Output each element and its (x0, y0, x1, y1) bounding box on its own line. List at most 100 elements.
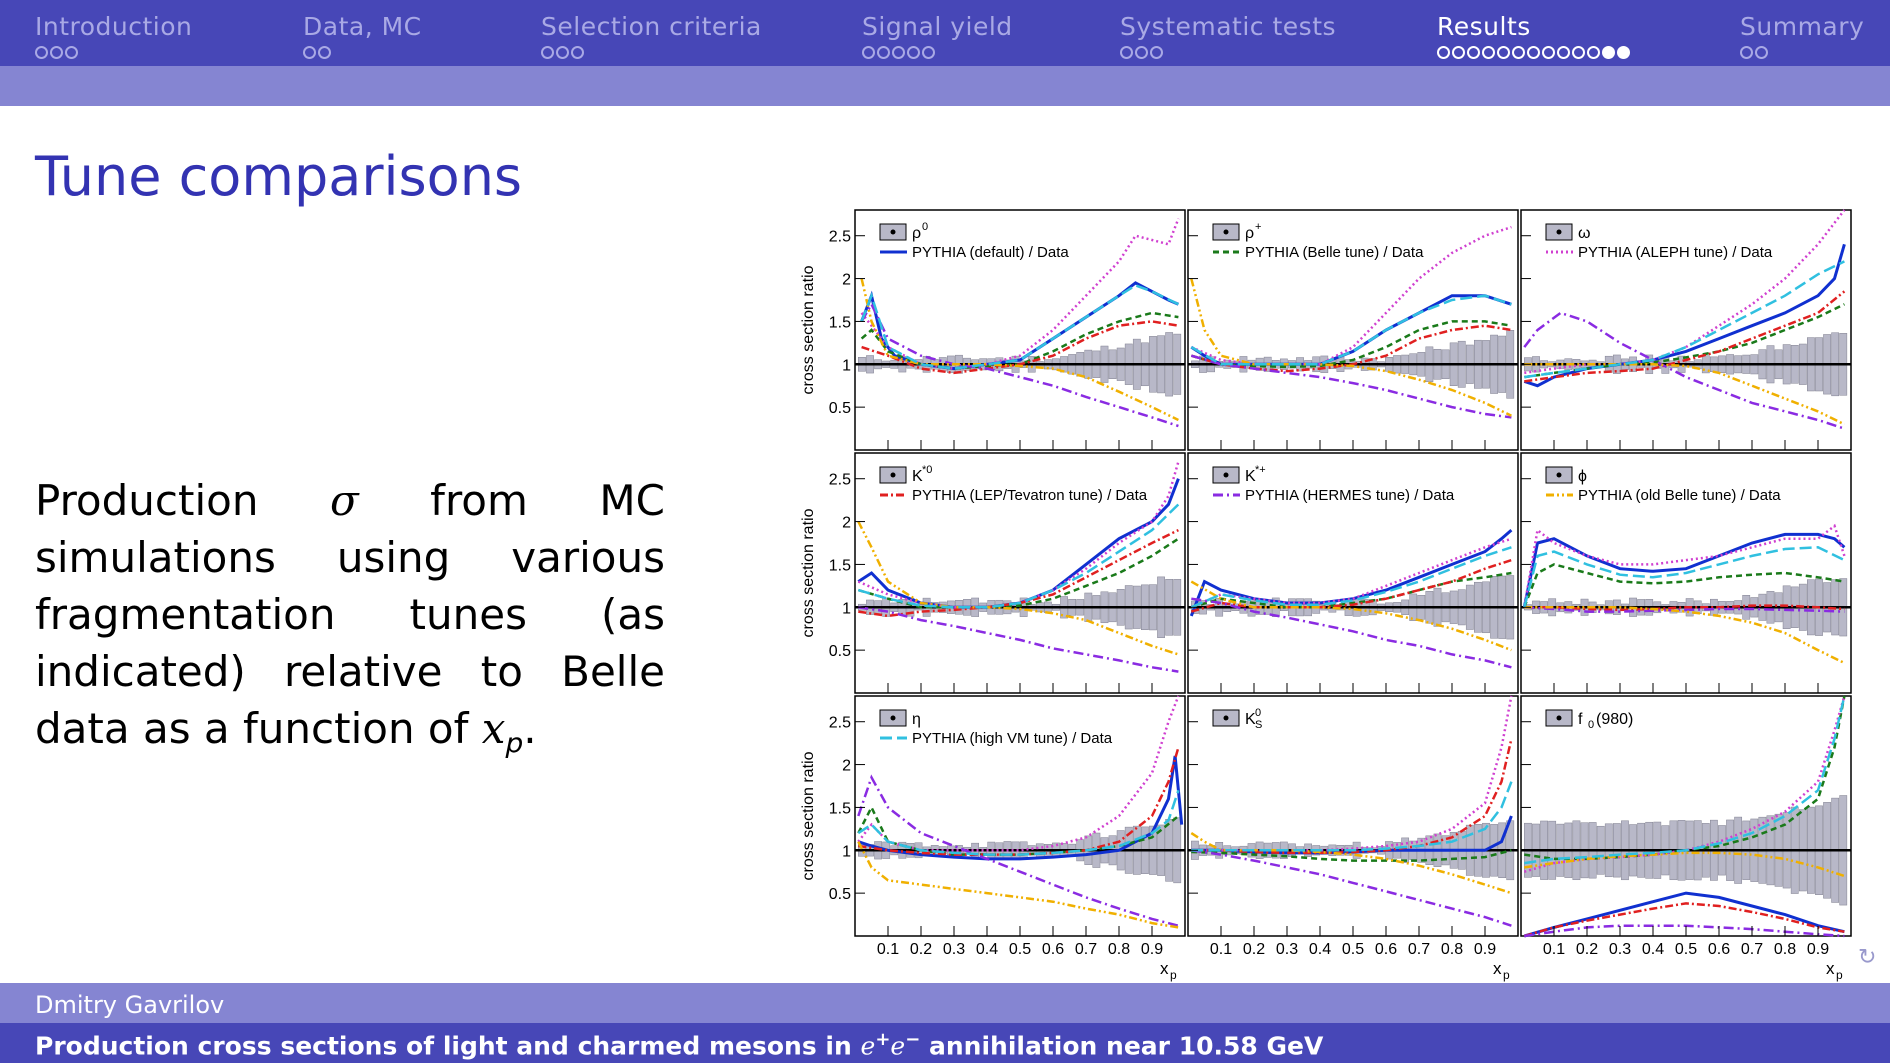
nav-section-5[interactable]: Systematic tests (1120, 12, 1337, 41)
nav-frame-dot[interactable] (303, 46, 316, 59)
nav-section-6[interactable]: Results (1437, 12, 1531, 41)
nav-frame-dot[interactable] (1617, 46, 1630, 59)
nav-frame-dot[interactable] (877, 46, 890, 59)
nav-frame-dot[interactable] (1437, 46, 1450, 59)
nav-frame-dot[interactable] (541, 46, 554, 59)
series-line-tune-3 (857, 461, 1180, 609)
series-line-tune-5 (1191, 597, 1512, 669)
particle-label-superscript: + (1255, 221, 1261, 233)
nav-frame-dot[interactable] (907, 46, 920, 59)
nav-frame-dot[interactable] (1602, 46, 1615, 59)
particle-label-suffix: (980) (1596, 711, 1633, 728)
body-text-part: Production (35, 476, 330, 525)
x-tick-label: 0.3 (1609, 941, 1631, 958)
nav-frame-dot[interactable] (1497, 46, 1510, 59)
legend-data-marker (1556, 715, 1562, 721)
x-tick-label: 0.8 (1774, 941, 1796, 958)
x-tick-label: 0.7 (1408, 941, 1430, 958)
series-line-tune-5 (1523, 311, 1845, 430)
series-line-tune-3 (1523, 523, 1846, 608)
body-text-part: from MC simulations using various fragme… (35, 476, 665, 753)
nav-frame-dot[interactable] (1557, 46, 1570, 59)
legend-label: PYTHIA (ALEPH tune) / Data (1578, 244, 1773, 261)
nav-frame-dot[interactable] (556, 46, 569, 59)
panel-frame (1187, 209, 1519, 451)
nav-section-7[interactable]: Summary (1740, 12, 1865, 41)
minus-sign: − (905, 1029, 921, 1050)
series-line-tune-7 (1190, 294, 1512, 366)
series-line-tune-1 (1523, 243, 1846, 388)
nav-frame-dot[interactable] (35, 46, 48, 59)
nav-frame-dot[interactable] (1150, 46, 1163, 59)
particle-label: K (1245, 711, 1256, 728)
nav-section-3[interactable]: Selection criteria (541, 12, 762, 41)
nav-frame-dot[interactable] (571, 46, 584, 59)
nav-frame-dot[interactable] (1120, 46, 1133, 59)
series-line-tune-3 (1524, 209, 1846, 375)
x-tick-label: 0.5 (1009, 941, 1031, 958)
nav-section-4[interactable]: Signal yield (862, 12, 1013, 41)
nav-frame-dot[interactable] (1467, 46, 1480, 59)
nav-frame-dot[interactable] (50, 46, 63, 59)
particle-label-superscript: 0 (922, 221, 928, 233)
legend-data-marker (1223, 229, 1229, 235)
nav-frame-dot[interactable] (1527, 46, 1540, 59)
x-axis-label-subscript: p (1503, 968, 1510, 982)
y-tick-label: 1.5 (829, 314, 851, 331)
x-tick-label: 0.4 (1309, 941, 1331, 958)
nav-frame-dot[interactable] (1740, 46, 1753, 59)
nav-frame-dot[interactable] (65, 46, 78, 59)
x-tick-label: 0.8 (1108, 941, 1130, 958)
nav-frame-dot[interactable] (1587, 46, 1600, 59)
x-tick-label: 0.3 (943, 941, 965, 958)
series-line-tune-4 (1523, 902, 1845, 938)
x-tick-label: 0.2 (1576, 941, 1598, 958)
nav-section-dots (1740, 46, 1768, 59)
talk-title: Production cross sections of light and c… (35, 1029, 1323, 1060)
series-line-tune-4 (1524, 604, 1845, 612)
nav-frame-dot[interactable] (1135, 46, 1148, 59)
nav-frame-dot[interactable] (892, 46, 905, 59)
x-tick-label: 0.9 (1474, 941, 1496, 958)
footer-title-bar: Production cross sections of light and c… (0, 1023, 1890, 1063)
y-tick-label: 1 (842, 600, 851, 617)
xp-subscript: p (505, 726, 524, 760)
nav-frame-dot[interactable] (1482, 46, 1495, 59)
x-tick-label: 0.1 (1210, 941, 1232, 958)
particle-label-superscript: *+ (1255, 464, 1266, 476)
particle-label-subscript: S (1255, 719, 1262, 731)
nav-frame-dot[interactable] (1512, 46, 1525, 59)
series-line-tune-6 (1524, 363, 1845, 426)
series-line-tune-6 (1190, 580, 1512, 652)
nav-frame-dot[interactable] (922, 46, 935, 59)
particle-label: η (912, 711, 921, 728)
y-tick-label: 2 (842, 515, 851, 532)
nav-frame-dot[interactable] (318, 46, 331, 59)
navigation-symbols-icon[interactable]: ↻ (1858, 945, 1877, 970)
plus-sign: + (875, 1029, 891, 1050)
nav-section-1[interactable]: Introduction (35, 12, 193, 41)
series-line-tune-6 (860, 278, 1179, 422)
y-tick-label: 1.5 (829, 557, 851, 574)
particle-label: f (1578, 711, 1583, 728)
nav-frame-dot[interactable] (1572, 46, 1585, 59)
particle-label: ω (1578, 225, 1591, 242)
nav-section-2[interactable]: Data, MC (303, 12, 422, 41)
x-tick-label: 0.1 (877, 941, 899, 958)
nav-frame-dot[interactable] (862, 46, 875, 59)
legend-data-marker (1556, 229, 1562, 235)
nav-frame-dot[interactable] (1452, 46, 1465, 59)
series-line-tune-6 (857, 521, 1179, 656)
nav-frame-dot[interactable] (1542, 46, 1555, 59)
particle-label: K (912, 468, 923, 485)
legend-data-marker (1223, 472, 1229, 478)
nav-frame-dot[interactable] (1755, 46, 1768, 59)
talk-title-suffix: annihilation near 10.58 GeV (920, 1031, 1324, 1061)
xp-symbol: x (481, 704, 506, 753)
x-tick-label: 0.6 (1375, 941, 1397, 958)
x-tick-label: 0.5 (1675, 941, 1697, 958)
series-line-tune-7 (1190, 546, 1512, 609)
series-line-tune-2 (1191, 849, 1512, 862)
series-line-tune-3 (1191, 695, 1513, 852)
